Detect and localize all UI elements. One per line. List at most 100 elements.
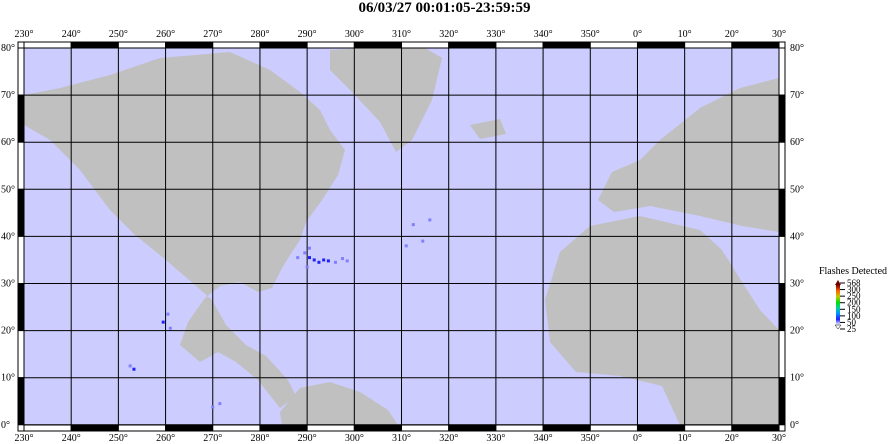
lon-label-top: 350° xyxy=(581,29,600,40)
lat-label-right: 30° xyxy=(790,279,804,290)
lon-label-bottom: 280° xyxy=(250,433,269,444)
frame-band-left xyxy=(17,377,25,426)
frame-band-left xyxy=(17,47,25,96)
frame-band-left xyxy=(17,330,25,379)
legend-tick-label: 25 xyxy=(847,324,857,334)
lon-label-bottom: 0° xyxy=(633,433,642,444)
lon-label-top: 0° xyxy=(633,29,642,40)
frame-band-top xyxy=(542,41,591,49)
lat-label-left: 80° xyxy=(1,43,15,54)
flash-point xyxy=(421,239,425,243)
lat-label-left: 40° xyxy=(1,231,15,242)
lat-label-right: 0° xyxy=(790,420,799,431)
lat-label-right: 20° xyxy=(790,326,804,337)
legend-tick-label: 200 xyxy=(847,298,861,308)
frame-band-top xyxy=(448,41,497,49)
flash-point xyxy=(333,260,337,264)
map-frame xyxy=(17,41,786,432)
flash-point xyxy=(161,320,165,324)
frame-band-left xyxy=(17,94,25,143)
frame-band-bottom xyxy=(212,424,261,432)
frame-band-right xyxy=(778,94,786,143)
legend-arrow-top xyxy=(835,280,841,285)
frame-band-left xyxy=(17,235,25,284)
lat-label-right: 40° xyxy=(790,231,804,242)
europe xyxy=(598,78,779,232)
lon-label-bottom: 320° xyxy=(439,433,458,444)
frame-band-bottom xyxy=(23,424,72,432)
flash-point xyxy=(341,257,345,261)
frame-band-top xyxy=(165,41,214,49)
frame-band-right xyxy=(778,47,786,96)
flash-point xyxy=(307,246,311,250)
flash-point xyxy=(296,256,300,260)
frame-band-bottom xyxy=(70,424,119,432)
flash-point xyxy=(166,312,170,316)
frame-band-right xyxy=(778,188,786,237)
frame-band-left xyxy=(17,283,25,332)
legend-colorbar xyxy=(836,285,840,325)
lon-label-top: 300° xyxy=(345,29,364,40)
lon-label-bottom: 260° xyxy=(156,433,175,444)
frame-band-bottom xyxy=(353,424,403,432)
lon-label-top: 310° xyxy=(392,29,411,40)
flash-point xyxy=(312,258,316,262)
frame-band-bottom xyxy=(306,424,355,432)
flash-point xyxy=(305,265,309,269)
lon-label-bottom: 310° xyxy=(392,433,411,444)
flash-point xyxy=(428,218,432,222)
frame-border xyxy=(17,41,786,432)
lat-label-right: 60° xyxy=(790,137,804,148)
frame-band-bottom xyxy=(165,424,214,432)
lon-label-top: 330° xyxy=(486,29,505,40)
africa xyxy=(545,216,779,425)
lon-label-top: 290° xyxy=(298,29,317,40)
flash-detections xyxy=(128,218,432,409)
lat-label-left: 30° xyxy=(1,279,15,290)
frame-band-top xyxy=(636,41,686,49)
lat-label-right: 50° xyxy=(790,184,804,195)
lon-label-bottom: 270° xyxy=(203,433,222,444)
flash-point xyxy=(211,405,215,409)
frame-band-top xyxy=(684,41,733,49)
flash-point xyxy=(322,258,326,262)
legend-tick-label: 568 xyxy=(847,278,861,288)
frame-band-top xyxy=(401,41,450,49)
frame-band-bottom xyxy=(448,424,497,432)
axis-labels: 230° 230° 240° 240° 250° 250° 260° 260° 270° 270°… xyxy=(1,29,804,444)
frame-band-top xyxy=(23,41,72,49)
lon-label-bottom: 300° xyxy=(345,433,364,444)
frame-band-bottom xyxy=(684,424,733,432)
south-america xyxy=(280,382,398,425)
frame-band-right xyxy=(778,330,786,379)
frame-band-right xyxy=(778,141,786,190)
frame-band-bottom xyxy=(259,424,308,432)
lat-label-right: 70° xyxy=(790,90,804,101)
flash-point xyxy=(303,251,307,255)
lon-label-top: 250° xyxy=(109,29,128,40)
lon-label-bottom: 20° xyxy=(725,433,739,444)
frame-band-right xyxy=(778,377,786,426)
flash-point xyxy=(128,364,132,368)
flash-point xyxy=(168,326,172,330)
flash-point xyxy=(326,259,330,263)
lon-label-top: 10° xyxy=(678,29,692,40)
lon-label-bottom: 340° xyxy=(534,433,553,444)
lon-label-bottom: 30° xyxy=(772,433,786,444)
lon-label-top: 270° xyxy=(203,29,222,40)
lon-label-bottom: 240° xyxy=(62,433,81,444)
flash-point xyxy=(404,244,408,248)
lat-label-left: 20° xyxy=(1,326,15,337)
frame-band-top xyxy=(731,41,780,49)
legend-tick-label: 150 xyxy=(847,304,861,314)
greenland xyxy=(330,45,442,152)
legend-arrow-bottom xyxy=(834,324,842,330)
legend-title: Flashes Detected xyxy=(819,266,887,277)
legend-tick-label: 250 xyxy=(847,291,861,301)
frame-band-bottom xyxy=(117,424,167,432)
legend-tick-label: 100 xyxy=(847,311,861,321)
frame-band-top xyxy=(495,41,544,49)
